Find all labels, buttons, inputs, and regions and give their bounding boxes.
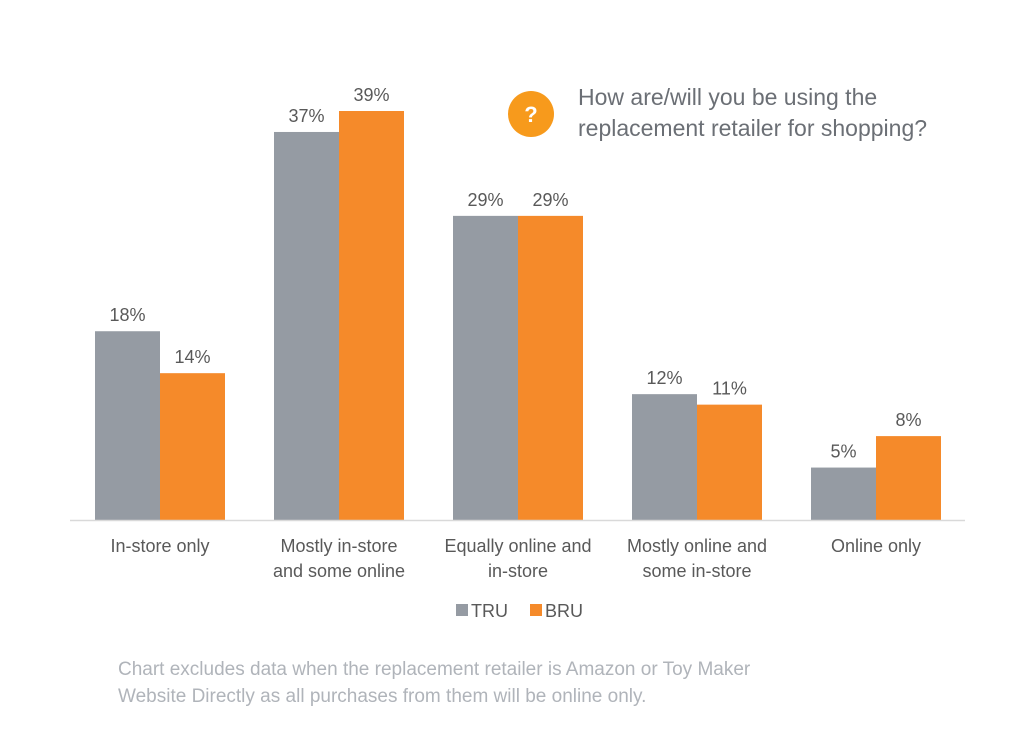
value-label-tru-3: 12%	[646, 368, 682, 388]
category-label-2-0: Equally online and	[444, 536, 591, 556]
legend-swatch-bru	[530, 604, 542, 616]
footnote: Chart excludes data when the replacement…	[118, 656, 918, 710]
question-text-line-1: replacement retailer for shopping?	[578, 115, 927, 141]
bar-tru-0	[95, 331, 160, 520]
question-mark-icon-glyph: ?	[524, 102, 537, 127]
category-label-3-0: Mostly online and	[627, 536, 767, 556]
bar-tru-2	[453, 215, 518, 520]
value-label-tru-2: 29%	[467, 190, 503, 210]
question-mark-icon	[508, 91, 554, 137]
bar-tru-1	[274, 131, 339, 520]
value-label-bru-3: 11%	[712, 379, 747, 399]
category-label-1-0: Mostly in-store	[280, 536, 397, 556]
category-label-4-0: Online only	[831, 536, 921, 556]
category-label-2-1: in-store	[488, 561, 548, 581]
legend-swatch-tru	[456, 604, 468, 616]
bar-bru-0	[160, 373, 225, 520]
bar-bru-4	[876, 436, 941, 520]
value-label-bru-4: 8%	[895, 410, 921, 430]
bar-bru-3	[697, 404, 762, 520]
footnote-line-2: Website Directly as all purchases from t…	[118, 686, 647, 707]
category-label-3-1: some in-store	[642, 561, 751, 581]
chart-svg: 18% 37% 29% 12% 5% 14% 39% 29% 11% 8% In-store onl…	[70, 84, 965, 621]
category-label-1-1: and some online	[273, 561, 405, 581]
value-label-bru-2: 29%	[532, 190, 568, 210]
bar-tru-3	[632, 394, 697, 520]
bar-bru-2	[518, 215, 583, 520]
footnote-line-1: Chart excludes data when the replacement…	[118, 659, 751, 680]
value-label-bru-0: 14%	[174, 347, 210, 367]
question-text-line-0: How are/will you be using the	[578, 84, 877, 110]
value-label-bru-1: 39%	[353, 85, 389, 105]
value-label-tru-1: 37%	[288, 106, 324, 126]
value-label-tru-4: 5%	[830, 442, 856, 462]
bar-bru-1	[339, 111, 404, 520]
legend-label-tru: TRU	[471, 601, 508, 621]
legend-label-bru: BRU	[545, 601, 583, 621]
category-label-0-0: In-store only	[110, 536, 209, 556]
value-label-tru-0: 18%	[109, 305, 145, 325]
bar-tru-4	[811, 467, 876, 520]
